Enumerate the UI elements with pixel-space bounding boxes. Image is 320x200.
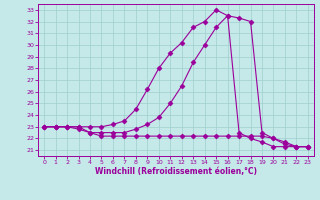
X-axis label: Windchill (Refroidissement éolien,°C): Windchill (Refroidissement éolien,°C)	[95, 167, 257, 176]
